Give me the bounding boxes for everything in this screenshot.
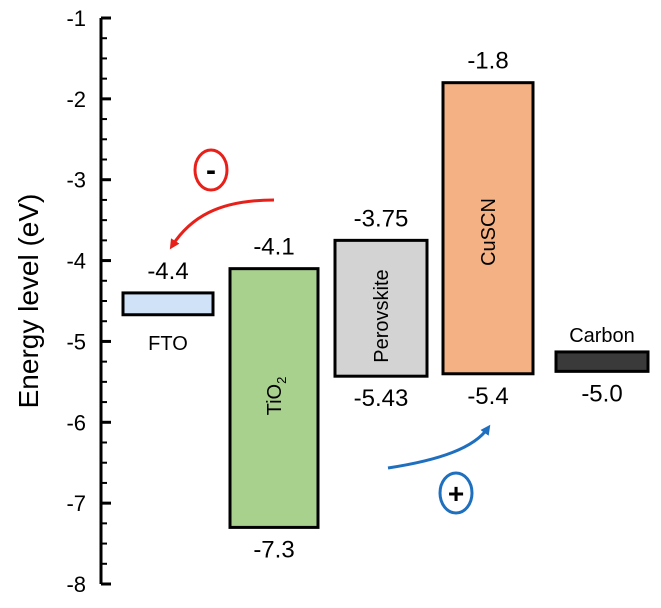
top-value-label: -1.8 — [467, 48, 508, 75]
level-bar-fto — [121, 291, 215, 317]
level-name-label: FTO — [148, 333, 188, 355]
level-labels: -4.4FTO-4.1-7.3TiO2-3.75-5.43Perovskite-… — [147, 48, 634, 564]
level-bar-carbon — [554, 350, 650, 373]
bottom-value-label: -5.43 — [354, 385, 409, 412]
electron-transfer-arrow — [169, 198, 275, 250]
y-tick-label: -6 — [66, 410, 86, 435]
hole-symbol: + — [448, 478, 464, 509]
y-axis-title: Energy level (eV) — [13, 194, 44, 409]
top-value-label: -3.75 — [354, 205, 409, 232]
y-tick-label: -8 — [66, 572, 86, 597]
y-tick-label: -4 — [66, 249, 86, 274]
y-tick-label: -5 — [66, 329, 86, 354]
level-bar-cuscn — [441, 81, 535, 376]
y-tick-label: -7 — [66, 491, 86, 516]
level-bars — [121, 81, 650, 529]
top-value-label: -4.4 — [147, 258, 188, 285]
electron-symbol: - — [206, 154, 216, 187]
bottom-value-label: -7.3 — [253, 536, 294, 563]
level-name-label: Perovskite — [371, 269, 393, 362]
electron-symbol-circle — [193, 148, 229, 192]
level-name-label: Carbon — [569, 325, 635, 347]
y-axis-ticks — [101, 16, 111, 586]
top-value-label: -4.1 — [253, 234, 294, 261]
hole-transfer-arrow — [387, 424, 491, 470]
y-tick-label: -1 — [66, 6, 86, 31]
bottom-value-label: -5.4 — [467, 383, 508, 410]
level-bar-perovskite — [333, 238, 429, 378]
y-tick-label: -2 — [66, 87, 86, 112]
y-axis-tick-labels: -1 -2 -3 -4 -5 -6 -7 -8 — [66, 6, 86, 597]
level-name-label: CuSCN — [478, 198, 500, 266]
bottom-value-label: -5.0 — [581, 380, 622, 407]
y-tick-label: -3 — [66, 168, 86, 193]
hole-symbol-circle — [438, 471, 474, 515]
level-bar-tio — [228, 267, 320, 529]
